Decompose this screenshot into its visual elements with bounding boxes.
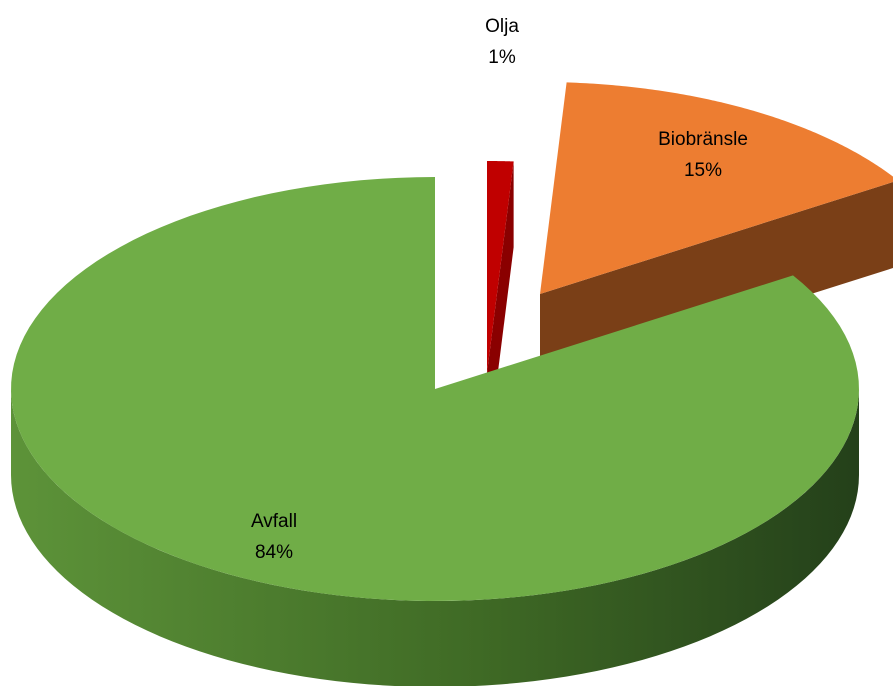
slice-top-1 [540,82,893,294]
slice-side-2 [11,389,859,687]
labels-layer: Olja 1% Biobränsle 15% Avfall 84% [251,16,748,563]
slice-label-value: 84% [255,542,293,563]
slice-label-name: Biobränsle [658,129,748,150]
slice-label-value: 15% [684,160,722,181]
slice-avfall [11,177,859,687]
slice-top-0 [487,161,514,373]
slice-label-name: Olja [485,16,519,37]
slice-top-2 [11,177,859,601]
slice-label-value: 1% [488,47,516,68]
slices-layer [11,82,893,687]
slice-label-name: Avfall [251,511,297,532]
